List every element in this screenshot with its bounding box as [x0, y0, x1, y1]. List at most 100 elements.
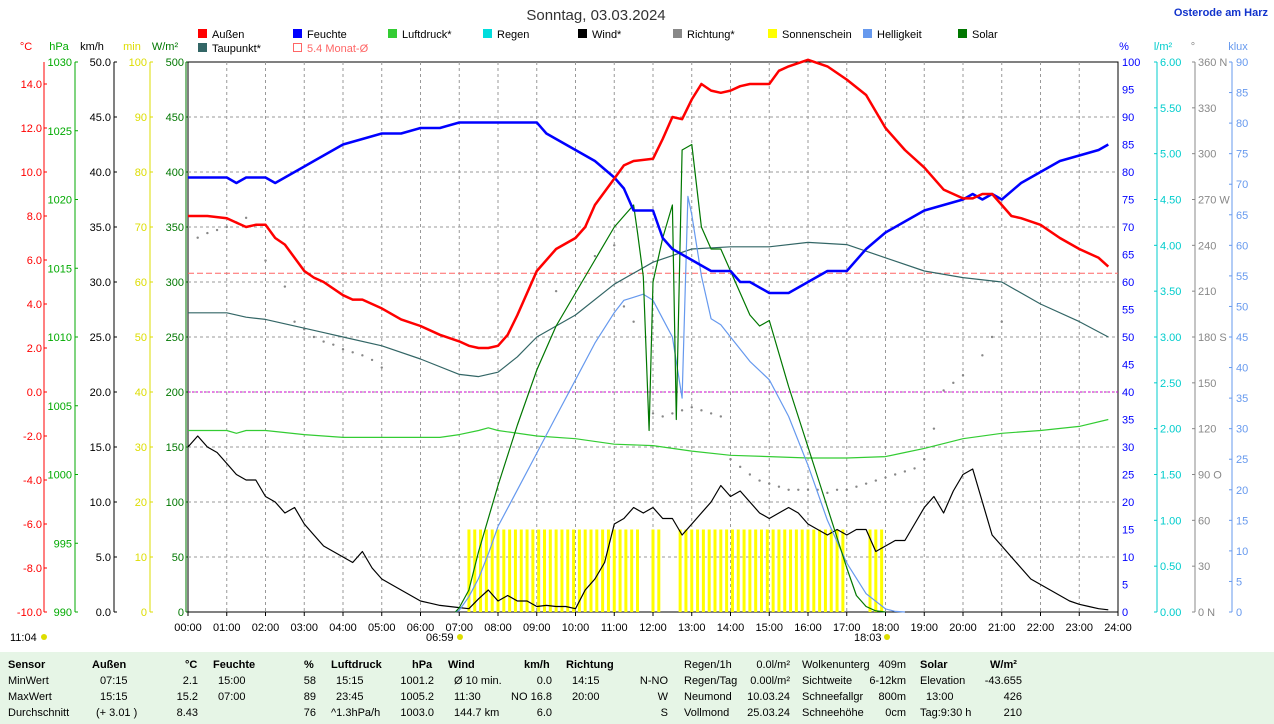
direction-point	[632, 320, 635, 323]
pressure-tick-label: 990	[54, 607, 72, 619]
direction-point	[341, 348, 345, 351]
sunshine-bar	[473, 529, 477, 612]
sunset-icon	[884, 634, 890, 640]
sunshine-bar	[730, 529, 734, 612]
sunmin-tick-label: 90	[135, 112, 147, 124]
series-helligkeit	[455, 195, 905, 613]
lux-tick-label: 25	[1236, 454, 1248, 466]
direction-point	[215, 228, 219, 232]
stats-richtung-value: W	[657, 691, 668, 703]
wind-tick-label: 50.0	[90, 57, 111, 69]
sunshine-bar	[800, 529, 804, 612]
sunshine-bar	[630, 529, 634, 612]
series-feuchte-line	[188, 121, 1109, 295]
pressure-axis-unit: hPa	[49, 41, 69, 53]
stats-solar-value: 426	[1003, 691, 1022, 703]
stats-wolken-label: Wolkenunterg	[802, 659, 870, 671]
lux-tick-label: 65	[1236, 210, 1248, 222]
legend-label: Helligkeit	[877, 29, 922, 41]
legend-label: Taupunkt*	[212, 43, 262, 55]
stats-solar-value: -43.655	[984, 675, 1022, 687]
rain-tick-label: 0.00	[1160, 607, 1181, 619]
stats-luftdruck-time: 15:15	[336, 675, 364, 687]
sunmin-tick-label: 0	[141, 607, 147, 619]
direction-point	[700, 409, 703, 412]
stats-luftdruck-value: 1003.0	[400, 707, 434, 719]
stats-wind-unit: km/h	[524, 659, 550, 671]
sunshine-bar	[835, 529, 839, 612]
sunshine-bar	[636, 529, 639, 612]
rain-tick-label: 4.00	[1160, 240, 1181, 252]
stats-aussen-head: Außen	[92, 659, 127, 671]
temp-tick-label: -10.0	[17, 607, 42, 619]
wind-axis-unit: km/h	[80, 41, 104, 53]
series-sonnenschein	[467, 529, 884, 612]
chart-title: Sonntag, 03.03.2024	[526, 7, 665, 24]
direction-point	[729, 458, 732, 461]
stats-regen-label: Regen/Tag	[684, 675, 738, 687]
legend-item: Helligkeit	[863, 29, 922, 41]
rain-tick-label: 4.50	[1160, 195, 1181, 207]
direction-point	[738, 465, 742, 469]
sunshine-bar	[783, 529, 787, 612]
sunshine-bar	[701, 529, 705, 612]
time-tick-label: 13:00	[678, 622, 706, 634]
sunshine-bar	[794, 529, 798, 612]
time-tick-label: 05:00	[368, 622, 396, 634]
sunshine-bar	[624, 529, 628, 612]
legend-label: Sonnenschein	[782, 29, 852, 41]
legend-item: Richtung*	[673, 29, 735, 41]
sunmin-tick-label: 20	[135, 497, 147, 509]
stats-aussen-value: 8.43	[176, 707, 198, 719]
sunshine-bar	[713, 529, 717, 612]
solar-tick-label: 300	[166, 277, 184, 289]
legend-swatch	[293, 29, 302, 38]
solar-tick-label: 150	[166, 442, 184, 454]
right-axes: %100959085807570656055504540353025201510…	[1115, 41, 1248, 619]
direction-point	[593, 254, 597, 258]
weather-chart: Sonntag, 03.03.2024 Osterode am Harz Auß…	[10, 7, 1268, 644]
stats-aussen-time: 15:15	[100, 691, 128, 703]
stats-regen-label: Neumond	[684, 691, 732, 703]
rain-tick-label: 5.00	[1160, 149, 1181, 161]
sunshine-bar	[707, 529, 711, 612]
sun-markers: 11:04 06:59 18:03	[10, 632, 890, 644]
stats-solar-head: Solar	[920, 659, 948, 671]
legend-swatch	[198, 43, 207, 52]
rain-tick-label: 2.50	[1160, 378, 1181, 390]
wind-tick-label: 35.0	[90, 222, 111, 234]
direction-point	[893, 473, 897, 476]
direction-tick-label: 0 N	[1198, 607, 1215, 619]
sunshine-bar	[560, 529, 564, 612]
temp-axis-unit: °C	[20, 41, 32, 53]
humidity-tick-label: 65	[1122, 250, 1134, 262]
sunshine-bar	[736, 529, 740, 612]
solar-tick-label: 400	[166, 167, 184, 179]
direction-point	[283, 285, 287, 288]
lux-tick-label: 15	[1236, 515, 1248, 527]
time-tick-label: 00:00	[174, 622, 202, 634]
grid	[188, 62, 1118, 612]
lux-tick-label: 10	[1236, 546, 1248, 558]
lux-tick-label: 0	[1236, 607, 1242, 619]
legend-item: Wind*	[578, 29, 622, 41]
direction-tick-label: 330	[1198, 103, 1216, 115]
humidity-axis-unit: %	[1119, 41, 1129, 53]
humidity-tick-label: 60	[1122, 277, 1134, 289]
legend-label: 5.4 Monat-Ø	[307, 43, 369, 55]
stats-aussen-value: 2.1	[182, 675, 198, 687]
lux-tick-label: 80	[1236, 118, 1248, 130]
lux-tick-label: 50	[1236, 301, 1248, 313]
direction-tick-label: 270 W	[1198, 195, 1230, 207]
stats-aussen-value: 15.2	[176, 691, 198, 703]
series-außen-line	[188, 58, 1110, 350]
humidity-tick-label: 100	[1122, 57, 1140, 69]
time-tick-label: 02:00	[252, 622, 280, 634]
sunmin-tick-label: 50	[135, 332, 147, 344]
pressure-tick-label: 1010	[48, 332, 72, 344]
stats-wolken-value: 6-12km	[869, 675, 906, 687]
direction-point	[952, 381, 955, 385]
stats-luftdruck-value: 1005.2	[400, 691, 434, 703]
lux-tick-label: 30	[1236, 424, 1248, 436]
direction-tick-label: 60	[1198, 515, 1210, 527]
